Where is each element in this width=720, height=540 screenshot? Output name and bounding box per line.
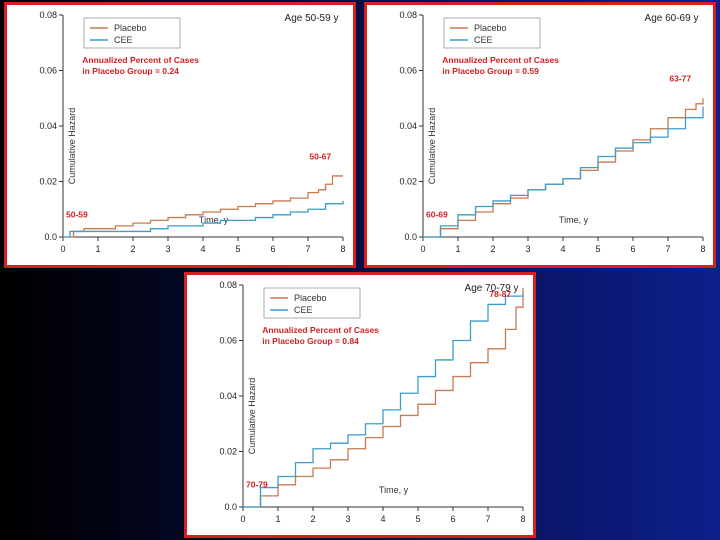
series-line-cee (63, 200, 344, 238)
x-tick-label: 0 (240, 514, 245, 524)
y-tick-label: 0.08 (39, 10, 57, 20)
x-tick-label: 4 (380, 514, 385, 524)
x-tick-label: 4 (560, 244, 565, 254)
x-tick-label: 3 (345, 514, 350, 524)
x-tick-label: 6 (450, 514, 455, 524)
x-tick-label: 8 (520, 514, 525, 524)
y-axis-label: Cumulative Hazard (247, 378, 257, 455)
y-tick-label: 0.02 (39, 177, 57, 187)
chart-panel-age-60-69: 0.0 0.02 0.04 0.06 0.08 0 1 2 3 4 5 6 7 8 Time, y Cumul… (364, 2, 716, 268)
end-group-label: 78-87 (489, 289, 511, 299)
x-tick-label: 0 (420, 244, 425, 254)
x-tick-label: 5 (595, 244, 600, 254)
chart-svg: 0.0 0.02 0.04 0.06 0.08 0 1 2 3 4 5 6 7 8 Time, y Cumul… (219, 280, 525, 524)
legend-label: Placebo (114, 23, 147, 33)
x-tick-label: 1 (95, 244, 100, 254)
legend-box (443, 17, 541, 49)
legend-label: CEE (294, 305, 313, 315)
y-tick-label: 0.0 (404, 232, 417, 242)
chart-panel-age-70-79: 0.0 0.02 0.04 0.06 0.08 0 1 2 3 4 5 6 7 8 Time, y Cumul… (184, 272, 536, 538)
x-axis-label: Time, y (559, 215, 589, 225)
series-line-cee (243, 293, 524, 508)
annualized-note-line2: in Placebo Group = 0.59 (442, 66, 539, 76)
y-tick-label: 0.04 (39, 121, 57, 131)
y-tick-label: 0.08 (219, 280, 237, 290)
x-tick-label: 5 (235, 244, 240, 254)
age-group-label: Age 60-69 y (645, 13, 699, 24)
annualized-note-line1: Annualized Percent of Cases (442, 55, 559, 65)
series-line-cee (423, 106, 704, 238)
x-tick-label: 6 (630, 244, 635, 254)
x-tick-label: 2 (130, 244, 135, 254)
x-tick-label: 3 (525, 244, 530, 254)
x-tick-label: 4 (200, 244, 205, 254)
x-tick-label: 1 (455, 244, 460, 254)
age-group-label: Age 70-79 y (465, 283, 519, 294)
legend-box (263, 287, 361, 319)
start-group-label: 50-59 (66, 210, 88, 220)
x-tick-label: 7 (305, 244, 310, 254)
annualized-note-line1: Annualized Percent of Cases (262, 325, 379, 335)
y-tick-label: 0.06 (39, 66, 57, 76)
x-tick-label: 1 (275, 514, 280, 524)
x-tick-label: 2 (310, 514, 315, 524)
y-tick-label: 0.06 (219, 336, 237, 346)
x-tick-label: 8 (700, 244, 705, 254)
end-group-label: 63-77 (669, 74, 691, 84)
y-tick-label: 0.08 (399, 10, 417, 20)
chart-svg: 0.0 0.02 0.04 0.06 0.08 0 1 2 3 4 5 6 7 8 Time, y Cumul… (399, 10, 705, 254)
x-tick-label: 7 (485, 514, 490, 524)
y-axis-label: Cumulative Hazard (427, 108, 437, 185)
legend-label: CEE (474, 35, 493, 45)
legend-label: CEE (114, 35, 133, 45)
age-group-label: Age 50-59 y (285, 13, 339, 24)
start-group-label: 70-79 (246, 480, 268, 490)
y-tick-label: 0.0 (44, 232, 57, 242)
x-tick-label: 6 (270, 244, 275, 254)
x-tick-label: 2 (490, 244, 495, 254)
x-tick-label: 3 (165, 244, 170, 254)
y-tick-label: 0.04 (219, 391, 237, 401)
y-tick-label: 0.0 (224, 502, 237, 512)
legend-label: Placebo (294, 293, 327, 303)
annualized-note-line2: in Placebo Group = 0.84 (262, 336, 359, 346)
x-tick-label: 8 (340, 244, 345, 254)
y-tick-label: 0.02 (399, 177, 417, 187)
x-tick-label: 5 (415, 514, 420, 524)
x-axis-label: Time, y (379, 485, 409, 495)
x-axis-label: Time, y (199, 215, 229, 225)
annualized-note-line2: in Placebo Group = 0.24 (82, 66, 179, 76)
y-tick-label: 0.06 (399, 66, 417, 76)
annualized-note-line1: Annualized Percent of Cases (82, 55, 199, 65)
series-line-placebo (243, 287, 524, 508)
y-tick-label: 0.02 (219, 447, 237, 457)
start-group-label: 60-69 (426, 210, 448, 220)
legend-label: Placebo (474, 23, 507, 33)
legend-box (83, 17, 181, 49)
end-group-label: 50-67 (309, 151, 331, 161)
x-tick-label: 0 (60, 244, 65, 254)
chart-svg: 0.0 0.02 0.04 0.06 0.08 0 1 2 3 4 5 6 7 8 Time, y Cumul… (39, 10, 345, 254)
y-axis-label: Cumulative Hazard (67, 108, 77, 185)
x-tick-label: 7 (665, 244, 670, 254)
series-line-placebo (63, 175, 343, 238)
chart-panel-age-50-59: 0.0 0.02 0.04 0.06 0.08 0 1 2 3 4 5 6 7 8 Time, y Cumul… (4, 2, 356, 268)
y-tick-label: 0.04 (399, 121, 417, 131)
